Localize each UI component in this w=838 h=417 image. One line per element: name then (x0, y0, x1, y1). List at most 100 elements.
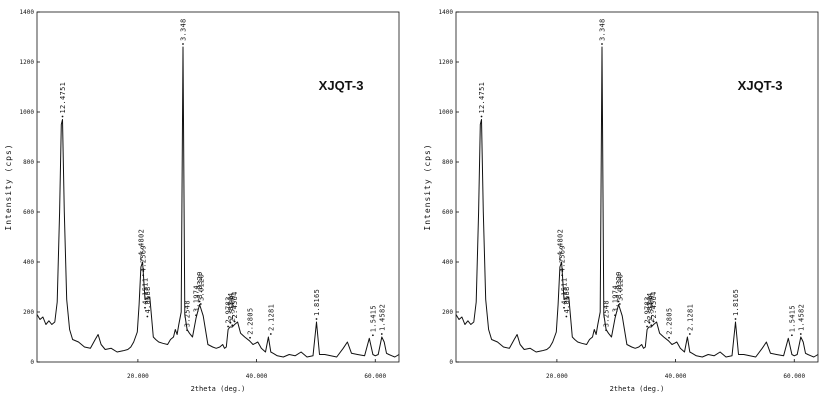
chart-0-y-tick-label: 800 (23, 159, 34, 166)
chart-0-peak-marker (249, 336, 251, 339)
chart-1-peak-marker (617, 300, 620, 303)
chart-0-peak-label: 2.4564 (231, 291, 239, 318)
chart-0-peak-label: 3.0120 (197, 274, 205, 301)
chart-1-peak-label: 12.4751 (478, 82, 486, 114)
chart-0-peak-label: 2.9783 (225, 296, 233, 323)
chart-1-y-tick-label: 0 (449, 359, 453, 366)
chart-0-peak-marker (199, 303, 202, 305)
chart-0-x-tick-label: 20.000 (127, 373, 149, 380)
chart-0-peak-label: 2.2805 (247, 308, 255, 335)
xrd-plot-left: 0 200 400 600 800 1000 1200 1400 20.000 40.000 60.… (4, 9, 400, 393)
chart-0-peak-marker (380, 333, 383, 335)
chart-1-peak-marker (734, 318, 737, 320)
chart-0-peak-label: 1.5415 (369, 305, 377, 332)
chart-1-x-tick-label: 20.000 (546, 373, 568, 380)
chart-1-peak-marker (561, 274, 564, 277)
chart-1-peak-marker (790, 334, 793, 337)
chart-1-peak-marker (605, 329, 608, 332)
chart-1-peak-marker (618, 303, 621, 305)
chart-1-sample-label: XJQT-3 (738, 78, 783, 93)
chart-0-peak-marker (139, 258, 142, 260)
chart-0-peak-marker (142, 274, 145, 277)
chart-1-peak-marker (563, 306, 565, 309)
chart-0-series-0-line (36, 46, 400, 358)
xrd-chart-left: 0 200 400 600 800 1000 1200 1400 20.000 40.000 60.… (4, 9, 400, 393)
chart-1-peak-label: 2.5564 (648, 295, 656, 322)
chart-0-peak-marker (229, 321, 232, 324)
chart-0-peak-label: 3.1974 (193, 285, 201, 312)
chart-1-peak-label: 4.2569 (559, 245, 567, 272)
chart-0-y-tick-label: 0 (30, 359, 34, 366)
chart-0-peak-label: 1.8165 (313, 289, 321, 316)
chart-1-peak-label: 2.9783 (644, 296, 652, 323)
chart-1-y-tick-label: 1200 (439, 59, 454, 66)
chart-1-peak-marker (646, 325, 648, 328)
chart-1-peak-marker (565, 315, 568, 318)
chart-1-peak-label: 2.2805 (666, 308, 674, 335)
chart-0-peak-marker (146, 315, 149, 318)
chart-1-y-axis-title: Intensity (cps) (423, 143, 432, 230)
chart-1-peak-label: 1.8165 (732, 289, 740, 316)
chart-1-peak-label: 1.5415 (788, 305, 796, 332)
chart-0-y-tick-label: 600 (23, 209, 34, 216)
chart-1-peak-label: 2.8744 (646, 293, 654, 320)
chart-1-peak-marker (650, 324, 653, 327)
chart-0-x-axis-title: 2theta (deg.) (191, 385, 246, 393)
chart-1-plot-frame (455, 11, 819, 363)
chart-0-peak-marker (186, 329, 189, 332)
chart-0-plot-frame (36, 11, 400, 363)
chart-1-series-0-line (455, 46, 819, 358)
chart-0-peak-marker (144, 306, 146, 309)
chart-0-y-tick-label: 1000 (20, 109, 35, 116)
chart-0-x-tick-label: 40.000 (246, 373, 268, 380)
chart-0-peak-label: 4.2569 (140, 245, 148, 272)
chart-0-peak-marker (182, 43, 184, 45)
chart-0-sample-label: XJQT-3 (319, 78, 364, 93)
chart-0-peak-label: 4.0688 (144, 286, 152, 313)
chart-1-peak-label: 1.4582 (797, 304, 805, 331)
chart-1-peak-label: 3.0329 (615, 271, 623, 298)
chart-0-y-axis-title: Intensity (cps) (4, 143, 13, 230)
chart-1-peak-marker (558, 258, 561, 260)
chart-0-peak-label: 1.4582 (378, 304, 386, 331)
chart-0-peak-label: 3.2548 (184, 300, 192, 327)
chart-1-y-tick-label: 1400 (439, 9, 454, 16)
chart-0-peak-marker (198, 300, 201, 303)
chart-1-peak-marker (652, 320, 655, 323)
chart-0-peak-label: 4.4802 (137, 229, 145, 256)
chart-1-x-tick-label: 40.000 (665, 373, 687, 380)
chart-1-y-tick-label: 400 (442, 259, 453, 266)
chart-1-peak-label: 2.1281 (686, 304, 694, 331)
chart-0-peak-marker (269, 333, 272, 335)
chart-0-peak-label: 2.5564 (229, 295, 237, 322)
chart-1-peak-marker (614, 314, 616, 317)
chart-0-peak-marker (233, 320, 236, 323)
chart-0-peak-marker (371, 334, 374, 337)
chart-0-y-tick-label: 400 (23, 259, 34, 266)
chart-1-peak-marker (648, 321, 651, 324)
chart-1-peak-label: 3.1974 (612, 285, 620, 312)
chart-0-peak-marker (227, 325, 229, 328)
chart-1-peak-label: 4.4802 (556, 229, 564, 256)
chart-1-peak-label: 2.4564 (650, 291, 658, 318)
xrd-chart-right: 0 200 400 600 800 1000 1200 1400 20.000 40.000 60.… (419, 0, 838, 417)
chart-0-y-tick-label: 1200 (20, 59, 35, 66)
chart-0-peak-label: 2.1281 (267, 304, 275, 331)
chart-1-peak-marker (688, 333, 691, 335)
chart-1-peak-marker (480, 115, 483, 118)
chart-0-peak-label: 3.0329 (196, 271, 204, 298)
chart-0-peak-marker (231, 324, 234, 327)
chart-0-peak-marker (195, 314, 197, 317)
chart-1-peak-marker (799, 333, 802, 335)
chart-1-x-tick-label: 60.000 (783, 373, 805, 380)
chart-1-peak-label: 4.1511 (561, 278, 569, 305)
chart-0-y-tick-label: 200 (23, 309, 34, 316)
chart-0-peak-marker (61, 115, 64, 118)
xrd-plot-right: 0 200 400 600 800 1000 1200 1400 20.000 40.000 60.… (423, 9, 819, 393)
chart-1-peak-marker (601, 43, 603, 45)
chart-0-x-tick-label: 60.000 (364, 373, 386, 380)
chart-0-peak-marker (315, 318, 318, 320)
chart-1-y-tick-label: 1000 (439, 109, 454, 116)
chart-1-y-tick-label: 600 (442, 209, 453, 216)
chart-0-peak-label: 2.8744 (227, 293, 235, 320)
